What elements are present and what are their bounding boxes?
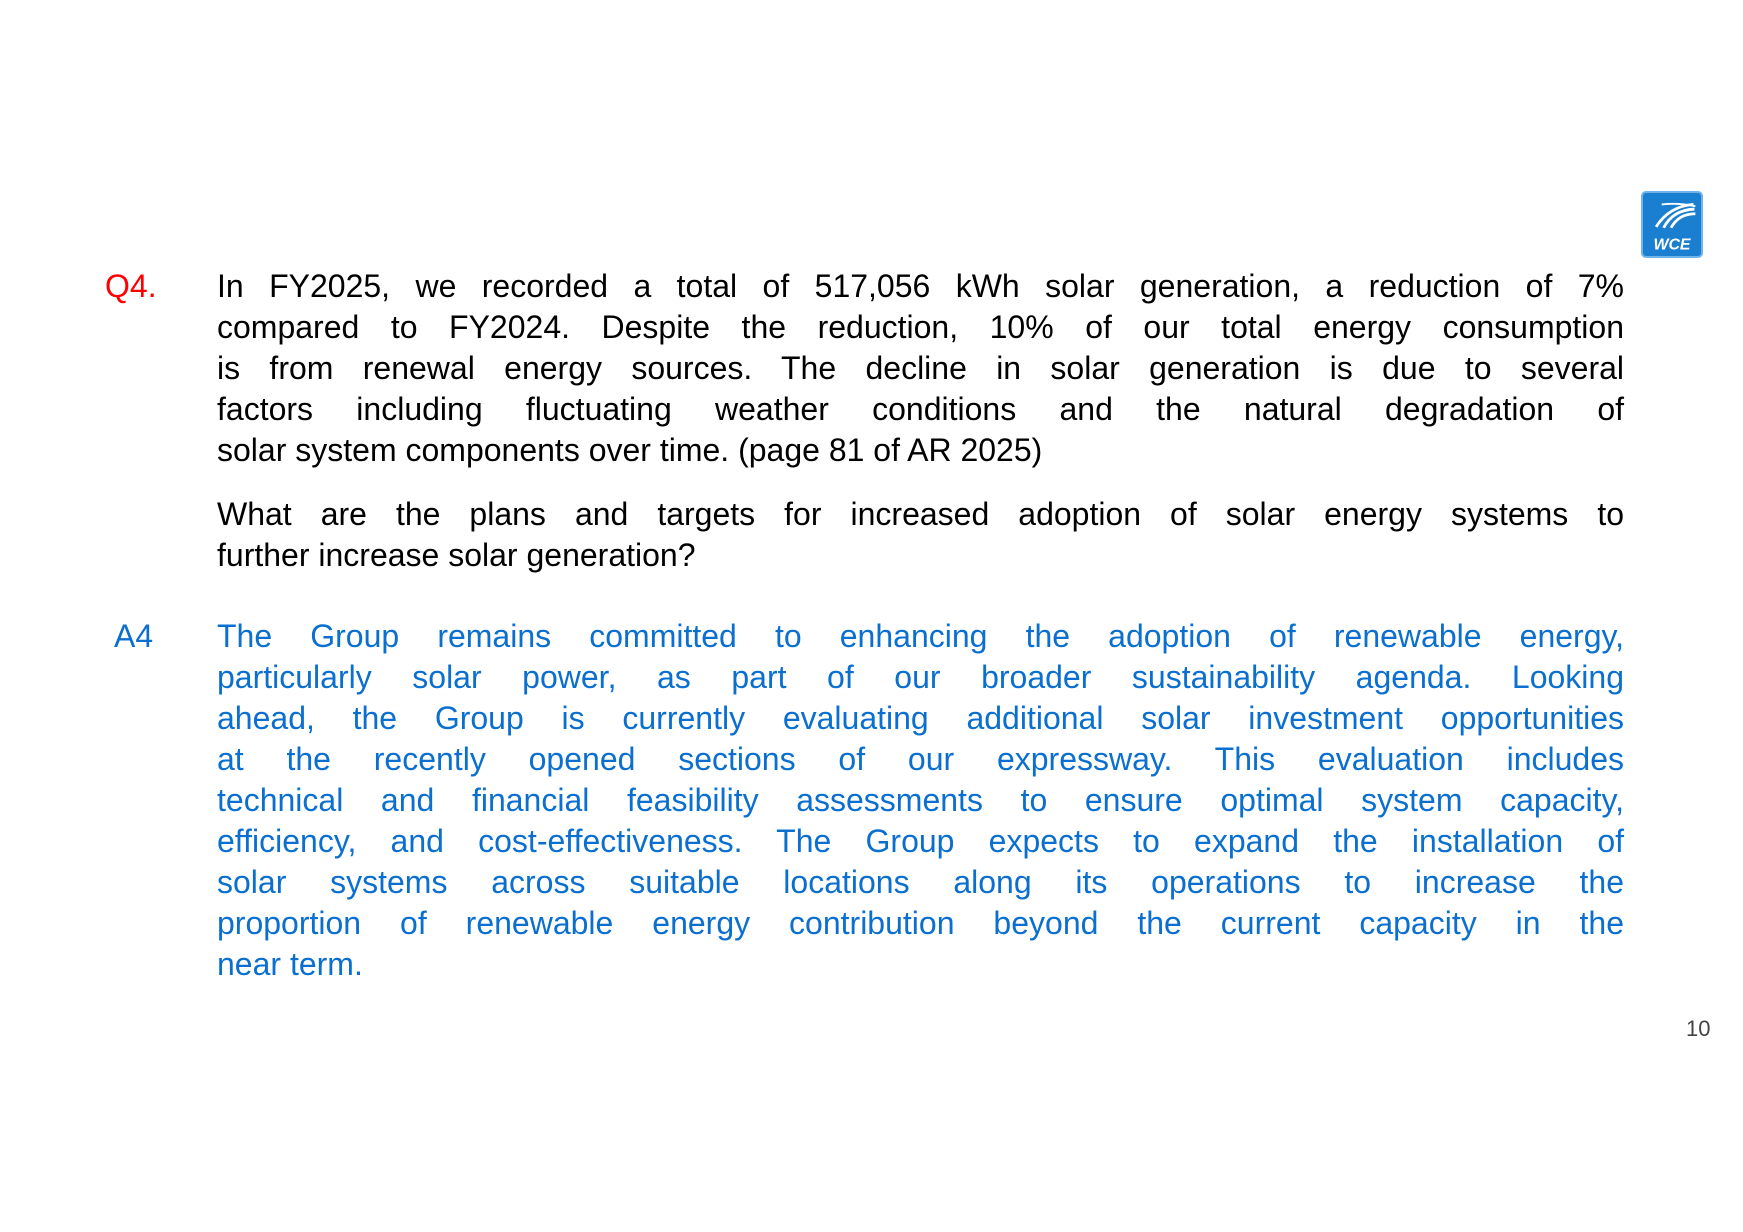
answer-line: The Group remains committed to enhancing… [217, 618, 1624, 654]
answer-line: particularly solar power, as part of our… [217, 659, 1624, 695]
answer-line: ahead, the Group is currently evaluating… [217, 700, 1624, 736]
answer-label: A4 [114, 618, 154, 654]
question-line: What are the plans and targets for incre… [217, 496, 1624, 532]
question-line: factors including fluctuating weather co… [217, 391, 1624, 427]
answer-line: near term. [217, 946, 363, 982]
question-line: further increase solar generation? [217, 537, 696, 573]
question-line: In FY2025, we recorded a total of 517,05… [217, 268, 1624, 304]
svg-text:WCE: WCE [1653, 236, 1690, 253]
wce-logo-graphic: WCE [1653, 202, 1696, 253]
answer-line: efficiency, and cost-effectiveness. The … [217, 823, 1624, 859]
question-line: solar system components over time. (page… [217, 432, 1043, 468]
answer-line: technical and financial feasibility asse… [217, 782, 1624, 818]
question-label: Q4. [105, 268, 157, 304]
question-line: compared to FY2024. Despite the reductio… [217, 309, 1624, 345]
question-paragraph-1: In FY2025, we recorded a total of 517,05… [217, 266, 1624, 471]
question-paragraph-2: What are the plans and targets for incre… [217, 494, 1624, 576]
answer-line: solar systems across suitable locations … [217, 864, 1624, 900]
answer-paragraph: The Group remains committed to enhancing… [217, 616, 1624, 985]
question-line: is from renewal energy sources. The decl… [217, 350, 1624, 386]
answer-line: at the recently opened sections of our e… [217, 741, 1624, 777]
answer-line: proportion of renewable energy contribut… [217, 905, 1624, 941]
page-number: 10 [1686, 1016, 1711, 1041]
wce-logo: WCE [1641, 191, 1703, 258]
